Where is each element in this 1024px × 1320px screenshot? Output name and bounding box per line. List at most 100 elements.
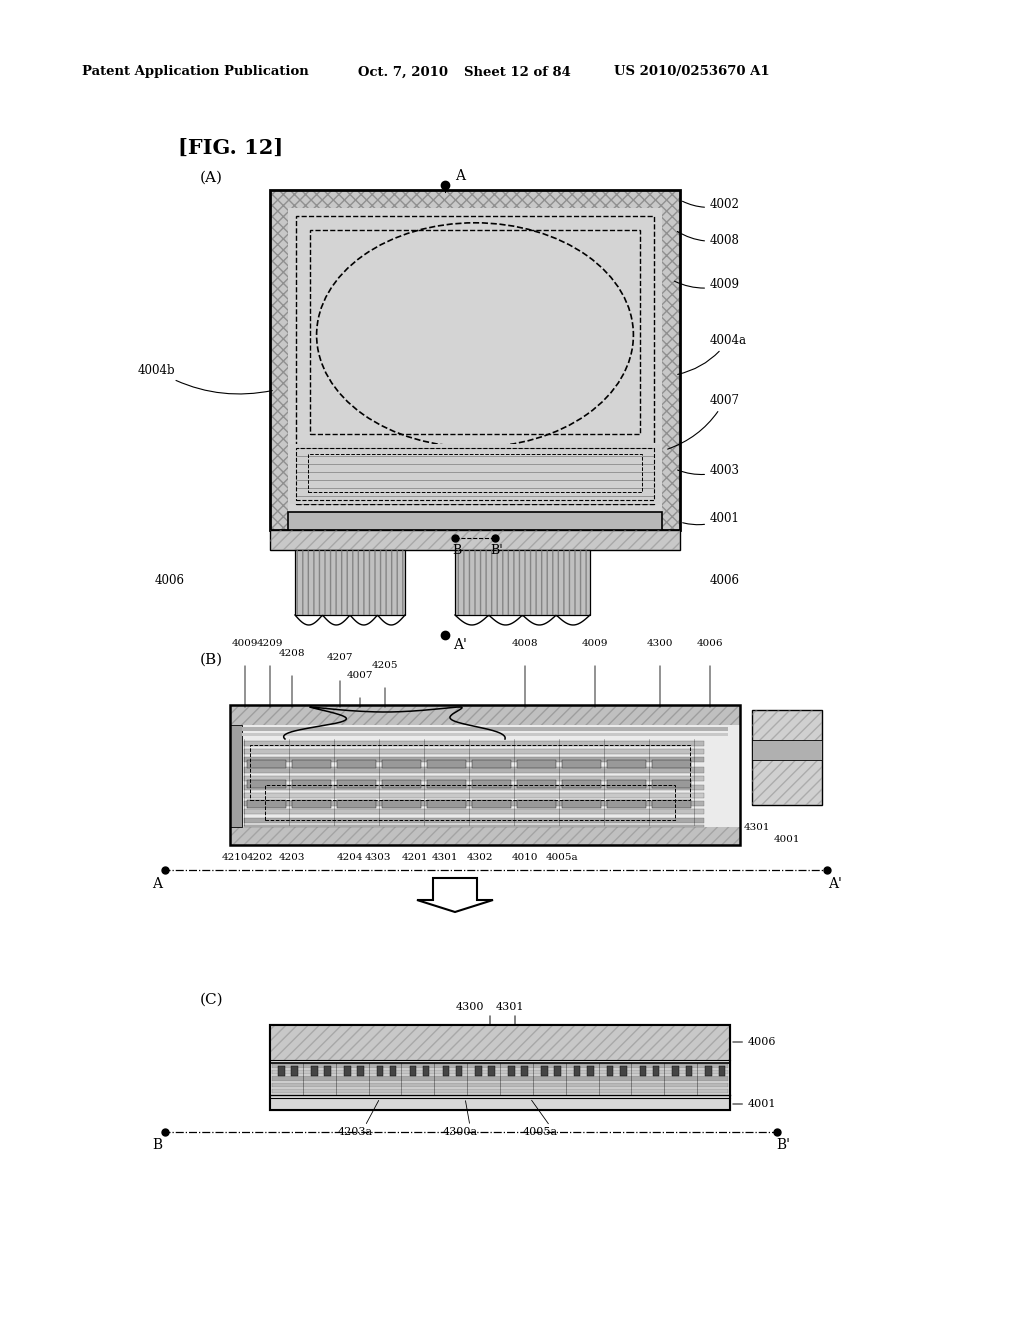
Text: 4009: 4009 <box>231 639 258 648</box>
Bar <box>230 828 740 845</box>
Bar <box>607 800 646 808</box>
Bar <box>517 780 556 788</box>
Bar <box>562 780 601 788</box>
Bar <box>706 1067 712 1076</box>
Bar <box>272 1089 728 1093</box>
Text: 4006: 4006 <box>155 573 185 586</box>
Bar <box>232 725 738 828</box>
Bar <box>382 800 421 808</box>
Bar <box>442 1067 450 1076</box>
Text: B: B <box>152 1138 162 1152</box>
Bar <box>244 818 705 822</box>
Bar <box>270 190 680 531</box>
Bar <box>652 800 691 808</box>
Bar <box>573 1067 581 1076</box>
Text: 4202: 4202 <box>247 853 273 862</box>
Bar <box>456 1067 462 1076</box>
Bar <box>270 1026 730 1110</box>
Bar <box>292 1067 298 1076</box>
Bar <box>455 550 590 615</box>
Text: (C): (C) <box>200 993 223 1007</box>
Text: 4003: 4003 <box>678 463 740 477</box>
Bar <box>719 1067 725 1076</box>
Bar <box>272 1071 728 1074</box>
Text: 4300: 4300 <box>647 639 673 648</box>
Bar <box>244 776 705 781</box>
Bar <box>607 1067 613 1076</box>
Text: 4001: 4001 <box>733 1100 776 1109</box>
Bar <box>752 741 822 760</box>
Bar <box>244 767 705 774</box>
Bar <box>242 733 728 737</box>
Text: 4205: 4205 <box>372 660 398 669</box>
Text: 4010: 4010 <box>512 853 539 862</box>
Bar <box>652 760 691 768</box>
Bar <box>752 710 822 805</box>
Bar <box>265 785 675 820</box>
Bar <box>270 531 680 550</box>
Text: 4001: 4001 <box>774 836 800 845</box>
Bar <box>270 190 680 531</box>
Bar <box>488 1067 495 1076</box>
Bar <box>290 444 660 504</box>
Bar <box>587 1067 594 1076</box>
Text: 4006: 4006 <box>710 573 740 586</box>
Bar <box>554 1067 561 1076</box>
Bar <box>640 1067 646 1076</box>
Text: [FIG. 12]: [FIG. 12] <box>178 139 284 158</box>
Text: 4006: 4006 <box>696 639 723 648</box>
Text: A: A <box>152 876 162 891</box>
Bar <box>427 800 466 808</box>
Bar <box>296 447 654 500</box>
Bar <box>270 1026 730 1110</box>
Bar <box>390 1067 396 1076</box>
Text: B': B' <box>776 1138 790 1152</box>
Bar <box>230 705 740 725</box>
Bar <box>244 756 705 762</box>
Text: (A): (A) <box>200 172 223 185</box>
Bar <box>279 1067 285 1076</box>
Bar <box>270 1098 730 1110</box>
Text: US 2010/0253670 A1: US 2010/0253670 A1 <box>614 66 770 78</box>
Bar <box>272 1064 728 1068</box>
Bar <box>310 230 640 434</box>
Bar <box>508 1067 515 1076</box>
Bar <box>541 1067 548 1076</box>
Text: 4301: 4301 <box>496 1002 524 1012</box>
Text: 4004b: 4004b <box>137 363 272 393</box>
Bar <box>427 780 466 788</box>
Bar <box>288 512 662 531</box>
Text: 4005a: 4005a <box>522 1127 557 1137</box>
Text: 4009: 4009 <box>675 279 740 292</box>
Text: 4207: 4207 <box>327 653 353 663</box>
Text: 4004a: 4004a <box>678 334 746 375</box>
Text: 4008: 4008 <box>677 231 740 247</box>
Bar <box>337 780 376 788</box>
Text: 4209: 4209 <box>257 639 284 648</box>
Bar <box>270 1060 730 1098</box>
Bar <box>230 705 740 845</box>
Text: 4201: 4201 <box>401 853 428 862</box>
Text: Patent Application Publication: Patent Application Publication <box>82 66 309 78</box>
Text: 4301: 4301 <box>432 853 459 862</box>
Bar <box>270 1026 730 1060</box>
Bar <box>377 1067 383 1076</box>
Bar <box>230 725 242 828</box>
Text: 4006: 4006 <box>733 1038 776 1047</box>
Bar <box>272 1076 728 1081</box>
Text: Oct. 7, 2010: Oct. 7, 2010 <box>358 66 449 78</box>
Bar <box>247 760 286 768</box>
Bar <box>517 760 556 768</box>
Text: A': A' <box>828 876 842 891</box>
Bar <box>382 760 421 768</box>
Bar <box>472 780 511 788</box>
Text: 4005a: 4005a <box>546 853 579 862</box>
Bar <box>270 531 680 550</box>
Text: 4002: 4002 <box>682 198 740 211</box>
Bar <box>652 1067 659 1076</box>
Bar <box>272 1082 728 1086</box>
Text: 4203: 4203 <box>279 853 305 862</box>
Bar <box>247 780 286 788</box>
Bar <box>686 1067 692 1076</box>
Bar <box>230 705 740 725</box>
